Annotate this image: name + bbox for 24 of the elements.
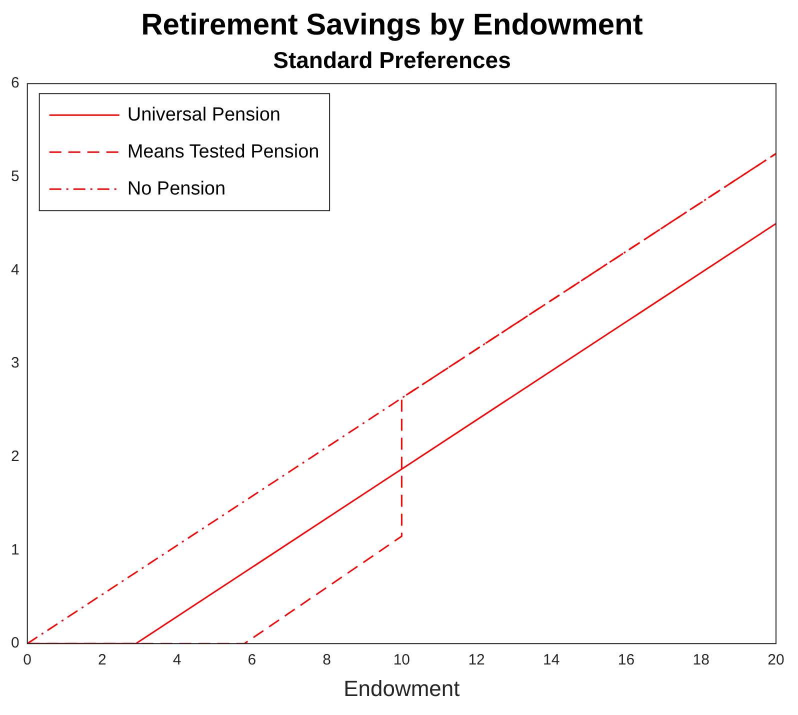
y-tick-label: 2 bbox=[11, 448, 20, 466]
y-tick-label: 3 bbox=[11, 354, 20, 372]
x-tick-label: 16 bbox=[618, 652, 635, 669]
y-tick-label: 6 bbox=[11, 74, 20, 92]
legend-label: Universal Pension bbox=[127, 104, 280, 126]
y-tick-label: 0 bbox=[11, 634, 20, 652]
y-tick-label: 5 bbox=[11, 168, 20, 186]
x-tick-label: 6 bbox=[248, 652, 256, 669]
x-tick-label: 12 bbox=[468, 652, 485, 669]
legend-label: Means Tested Pension bbox=[127, 141, 320, 162]
y-tick-label: 4 bbox=[11, 261, 20, 278]
x-tick-label: 2 bbox=[98, 652, 106, 669]
x-tick-label: 20 bbox=[768, 652, 784, 669]
x-axis-title: Endowment bbox=[344, 676, 460, 701]
x-tick-label: 10 bbox=[393, 652, 410, 669]
x-tick-label: 4 bbox=[172, 652, 182, 669]
x-tick-label: 14 bbox=[543, 652, 560, 669]
x-tick-label: 0 bbox=[23, 652, 32, 669]
chart-subtitle: Standard Preferences bbox=[273, 47, 511, 74]
x-tick-label: 18 bbox=[692, 652, 710, 669]
x-tick-label: 8 bbox=[322, 652, 331, 669]
chart-title: Retirement Savings by Endowment bbox=[141, 8, 643, 42]
legend-label: No Pension bbox=[127, 178, 226, 200]
y-tick-label: 1 bbox=[11, 541, 20, 558]
